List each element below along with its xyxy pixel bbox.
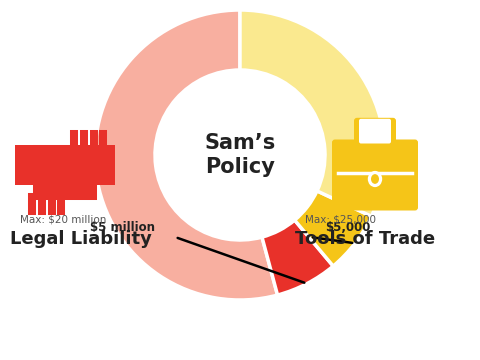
Ellipse shape bbox=[371, 174, 379, 184]
FancyBboxPatch shape bbox=[90, 130, 98, 155]
FancyBboxPatch shape bbox=[57, 193, 65, 215]
Wedge shape bbox=[95, 10, 277, 300]
FancyBboxPatch shape bbox=[99, 130, 107, 155]
Text: Tools of Trade: Tools of Trade bbox=[295, 230, 435, 248]
Bar bbox=[15, 145, 37, 185]
Wedge shape bbox=[295, 191, 372, 266]
FancyBboxPatch shape bbox=[332, 139, 418, 211]
Ellipse shape bbox=[368, 171, 382, 187]
FancyBboxPatch shape bbox=[354, 118, 396, 148]
Text: Legal Liability: Legal Liability bbox=[10, 230, 152, 248]
FancyBboxPatch shape bbox=[359, 119, 391, 144]
Text: Max: $20 million: Max: $20 million bbox=[20, 215, 107, 225]
FancyBboxPatch shape bbox=[70, 130, 78, 155]
Text: Sam’s: Sam’s bbox=[204, 133, 276, 153]
Text: $5 million: $5 million bbox=[90, 221, 155, 234]
Text: $5,000: $5,000 bbox=[325, 221, 371, 234]
Text: Max: $25,000: Max: $25,000 bbox=[305, 215, 376, 225]
Wedge shape bbox=[262, 220, 333, 295]
FancyBboxPatch shape bbox=[28, 193, 36, 215]
Text: Policy: Policy bbox=[205, 157, 275, 177]
Circle shape bbox=[155, 70, 325, 240]
Bar bbox=[93, 145, 115, 185]
FancyBboxPatch shape bbox=[38, 193, 46, 215]
Wedge shape bbox=[240, 10, 385, 216]
FancyBboxPatch shape bbox=[48, 193, 56, 215]
FancyBboxPatch shape bbox=[80, 130, 88, 155]
FancyBboxPatch shape bbox=[33, 145, 97, 200]
